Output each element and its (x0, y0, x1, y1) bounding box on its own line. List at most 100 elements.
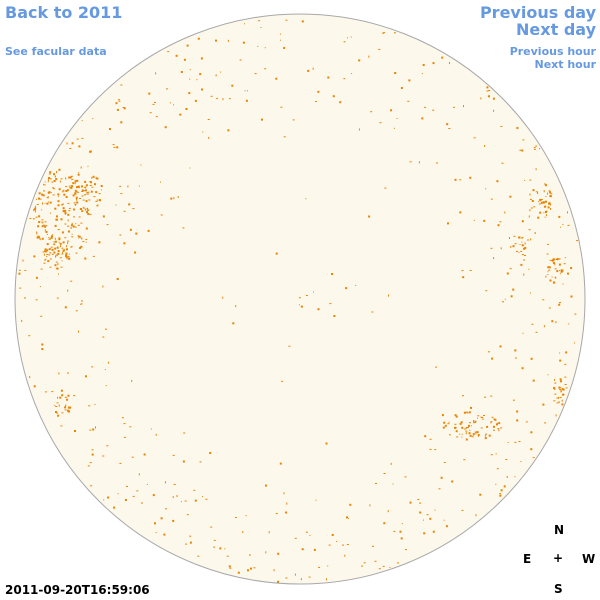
region-speck (68, 230, 70, 233)
region-speck (78, 235, 81, 238)
see-facular-data-link[interactable]: See facular data (5, 45, 107, 58)
region-speck (549, 259, 552, 261)
region-speck (565, 351, 568, 354)
region-speck (424, 106, 427, 108)
back-to-year-link[interactable]: Back to 2011 (5, 3, 123, 22)
region-speck (79, 247, 82, 249)
region-speck (33, 209, 35, 212)
region-speck (530, 431, 533, 434)
region-speck (548, 190, 551, 192)
region-speck (463, 411, 466, 414)
region-speck (543, 190, 545, 193)
region-speck (475, 432, 477, 435)
region-speck (529, 193, 531, 196)
region-speck (96, 205, 99, 207)
region-speck (62, 190, 64, 193)
region-speck (41, 221, 43, 223)
region-speck (459, 433, 461, 435)
region-speck (57, 396, 59, 399)
next-hour-link[interactable]: Next hour (534, 58, 597, 71)
next-day-link[interactable]: Next day (516, 20, 596, 39)
region-speck (419, 502, 422, 504)
region-speck (72, 225, 75, 228)
region-speck (170, 197, 173, 200)
region-speck (55, 218, 57, 221)
region-speck (81, 195, 84, 197)
region-speck (443, 421, 446, 424)
region-speck (219, 547, 222, 550)
region-speck (146, 483, 148, 485)
region-speck (522, 332, 524, 334)
region-speck (78, 237, 80, 239)
region-speck (424, 435, 427, 438)
previous-day-link[interactable]: Previous day (479, 3, 596, 22)
region-speck (117, 493, 119, 495)
region-speck (24, 297, 26, 299)
region-speck (491, 416, 494, 418)
region-speck (264, 68, 267, 70)
region-speck (514, 441, 517, 443)
region-speck (138, 473, 140, 476)
region-speck (459, 422, 462, 425)
region-speck (465, 411, 468, 413)
region-speck (21, 319, 23, 322)
region-speck (484, 396, 487, 398)
region-speck (74, 192, 77, 195)
region-speck (475, 514, 477, 517)
region-speck (102, 455, 105, 457)
region-speck (245, 99, 248, 102)
region-speck (576, 240, 579, 242)
region-speck (91, 176, 93, 179)
region-speck (180, 501, 182, 503)
region-speck (399, 530, 402, 533)
region-speck (229, 567, 232, 569)
region-speck (186, 514, 189, 516)
region-speck (465, 438, 468, 441)
region-speck (92, 428, 95, 431)
previous-hour-link[interactable]: Previous hour (509, 45, 596, 58)
region-speck (432, 530, 435, 533)
region-speck (123, 436, 126, 438)
region-speck (234, 517, 237, 518)
region-speck (55, 261, 58, 263)
region-speck (66, 142, 68, 145)
region-speck (176, 495, 178, 497)
region-speck (35, 216, 38, 218)
region-speck (559, 258, 561, 260)
region-speck (54, 240, 57, 243)
region-speck (155, 433, 157, 436)
region-speck (41, 237, 44, 240)
region-speck (476, 431, 479, 434)
region-speck (469, 429, 471, 431)
region-speck (242, 41, 245, 44)
region-speck (254, 73, 257, 75)
region-speck (120, 193, 123, 195)
region-speck (69, 148, 72, 149)
region-speck (540, 201, 543, 204)
region-speck (559, 378, 562, 381)
region-speck (554, 277, 556, 279)
region-speck (485, 188, 487, 190)
region-speck (74, 189, 77, 192)
region-speck (90, 181, 92, 184)
region-speck (48, 254, 51, 256)
region-speck (557, 258, 559, 260)
region-speck (77, 224, 80, 226)
region-speck (48, 248, 51, 251)
region-speck (102, 215, 105, 218)
region-speck (355, 284, 357, 286)
region-speck (155, 116, 158, 118)
region-speck (115, 204, 117, 206)
region-speck (194, 499, 197, 502)
region-speck (505, 459, 508, 460)
region-speck (202, 496, 203, 498)
region-speck (70, 227, 72, 229)
region-speck (70, 175, 73, 177)
region-speck (286, 502, 288, 505)
region-speck (182, 460, 185, 463)
region-speck (91, 186, 94, 188)
region-speck (69, 406, 72, 409)
region-speck (44, 181, 46, 183)
region-speck (472, 433, 475, 436)
region-speck (77, 185, 80, 188)
